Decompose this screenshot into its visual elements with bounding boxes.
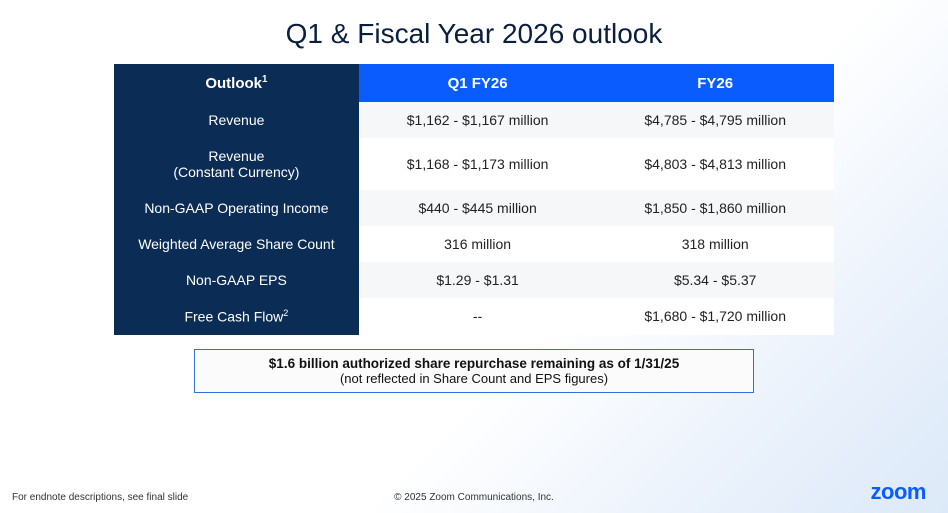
cell-fy: 318 million	[596, 226, 834, 262]
cell-q1: $440 - $445 million	[359, 190, 597, 226]
note-line1: $1.6 billion authorized share repurchase…	[205, 356, 743, 371]
cell-fy: $1,680 - $1,720 million	[596, 298, 834, 335]
table-row: Non-GAAP EPS$1.29 - $1.31$5.34 - $5.37	[114, 262, 834, 298]
slide-title: Q1 & Fiscal Year 2026 outlook	[0, 0, 948, 64]
cell-q1: 316 million	[359, 226, 597, 262]
col-header-q1: Q1 FY26	[359, 64, 597, 102]
row-label: Non-GAAP Operating Income	[114, 190, 359, 226]
cell-fy: $4,785 - $4,795 million	[596, 102, 834, 138]
note-box: $1.6 billion authorized share repurchase…	[194, 349, 754, 393]
col-header-fy: FY26	[596, 64, 834, 102]
cell-fy: $1,850 - $1,860 million	[596, 190, 834, 226]
outlook-table-container: Outlook1 Q1 FY26 FY26 Revenue$1,162 - $1…	[114, 64, 834, 335]
cell-q1: --	[359, 298, 597, 335]
table-row: Weighted Average Share Count316 million3…	[114, 226, 834, 262]
cell-fy: $5.34 - $5.37	[596, 262, 834, 298]
table-row: Revenue$1,162 - $1,167 million$4,785 - $…	[114, 102, 834, 138]
row-label: Free Cash Flow2	[114, 298, 359, 335]
note-line2: (not reflected in Share Count and EPS fi…	[205, 371, 743, 386]
row-label: Revenue(Constant Currency)	[114, 138, 359, 190]
cell-fy: $4,803 - $4,813 million	[596, 138, 834, 190]
cell-q1: $1,162 - $1,167 million	[359, 102, 597, 138]
table-row: Free Cash Flow2--$1,680 - $1,720 million	[114, 298, 834, 335]
col-header-outlook: Outlook1	[114, 64, 359, 102]
cell-q1: $1.29 - $1.31	[359, 262, 597, 298]
zoom-logo: zoom	[871, 479, 926, 505]
outlook-table: Outlook1 Q1 FY26 FY26 Revenue$1,162 - $1…	[114, 64, 834, 335]
table-row: Non-GAAP Operating Income$440 - $445 mil…	[114, 190, 834, 226]
footer-left: For endnote descriptions, see final slid…	[12, 492, 188, 503]
row-label: Non-GAAP EPS	[114, 262, 359, 298]
table-row: Revenue(Constant Currency)$1,168 - $1,17…	[114, 138, 834, 190]
row-label: Revenue	[114, 102, 359, 138]
row-label: Weighted Average Share Count	[114, 226, 359, 262]
cell-q1: $1,168 - $1,173 million	[359, 138, 597, 190]
